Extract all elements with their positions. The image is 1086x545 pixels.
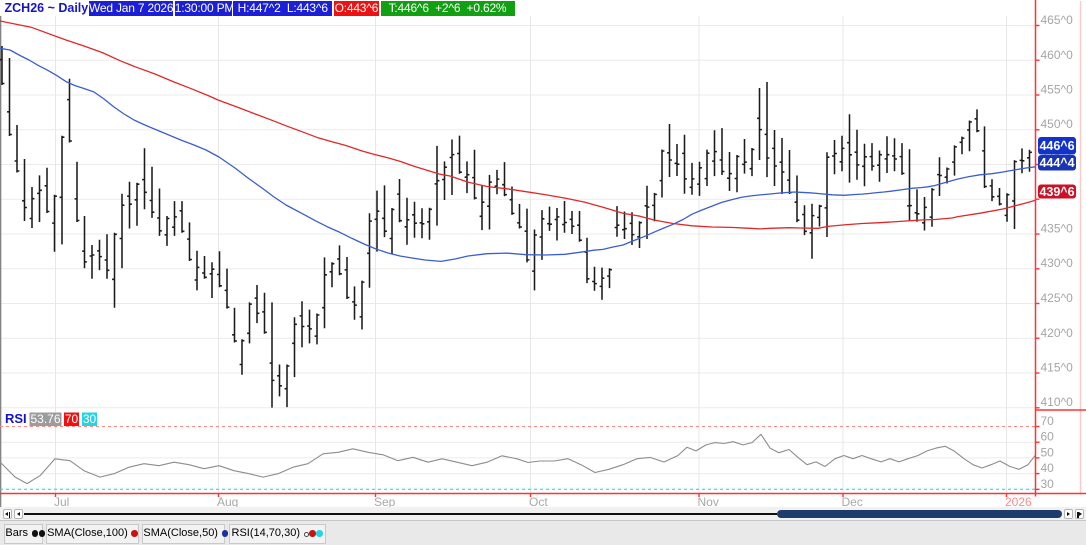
svg-text:53.76: 53.76	[30, 412, 60, 426]
svg-text:460^0: 460^0	[1041, 48, 1074, 62]
svg-text:50: 50	[1041, 445, 1055, 459]
svg-text:30: 30	[83, 412, 97, 426]
svg-text:30: 30	[1041, 477, 1055, 491]
svg-text:450^0: 450^0	[1041, 117, 1074, 131]
svg-text:Aug: Aug	[217, 495, 238, 509]
svg-text:446^6: 446^6	[1039, 139, 1074, 153]
svg-text:Oct: Oct	[529, 495, 548, 509]
svg-text:430^0: 430^0	[1041, 256, 1074, 270]
svg-text:415^0: 415^0	[1041, 361, 1074, 375]
svg-text:465^0: 465^0	[1041, 13, 1074, 27]
svg-text:70: 70	[65, 412, 79, 426]
svg-text:435^0: 435^0	[1041, 222, 1074, 236]
svg-text:70: 70	[1041, 414, 1055, 428]
svg-text:40: 40	[1041, 461, 1055, 475]
svg-text:Jul: Jul	[54, 495, 69, 509]
svg-text:60: 60	[1041, 430, 1055, 444]
svg-text:410^0: 410^0	[1041, 395, 1074, 409]
svg-text:Nov: Nov	[698, 495, 719, 509]
svg-text:439^6: 439^6	[1039, 185, 1074, 199]
svg-text:RSI: RSI	[5, 411, 27, 426]
svg-text:2026: 2026	[1005, 495, 1032, 509]
svg-text:Sep: Sep	[374, 495, 396, 509]
svg-text:Dec: Dec	[842, 495, 863, 509]
svg-text:455^0: 455^0	[1041, 83, 1074, 97]
svg-text:444^4: 444^4	[1039, 156, 1074, 170]
svg-text:420^0: 420^0	[1041, 326, 1074, 340]
svg-text:425^0: 425^0	[1041, 291, 1074, 305]
